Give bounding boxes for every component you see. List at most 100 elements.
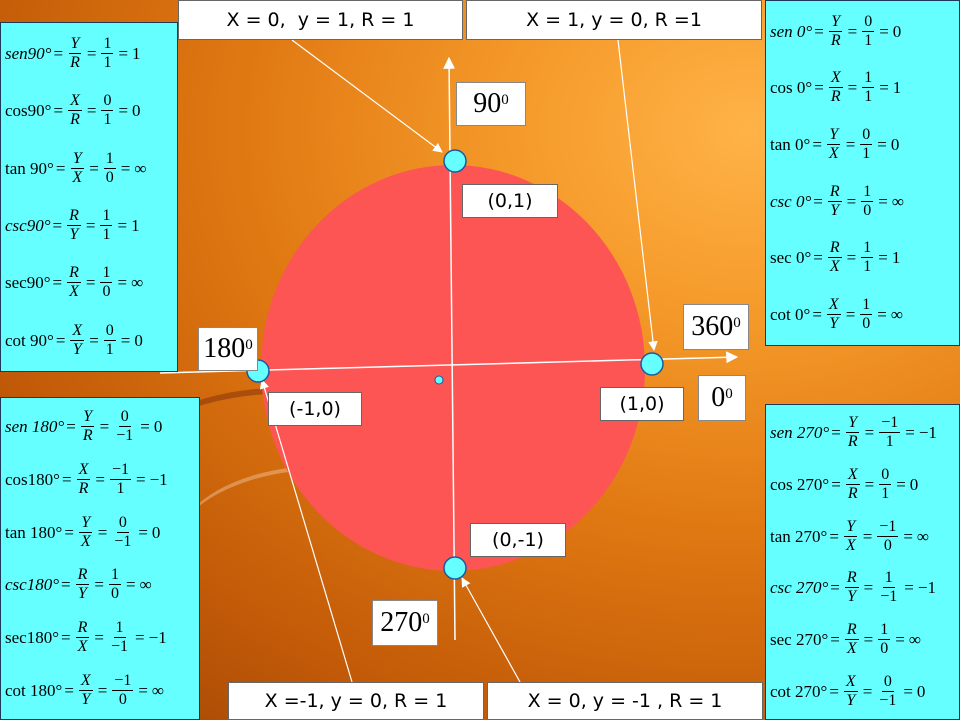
fraction-denominator: X bbox=[77, 638, 88, 656]
equals-sign: = bbox=[66, 416, 76, 436]
equals-sign: = bbox=[812, 305, 822, 325]
formula-result: 0 bbox=[153, 416, 163, 436]
equals-sign: = bbox=[120, 330, 131, 350]
fraction-denominator: Y bbox=[830, 201, 840, 219]
equals-sign: = bbox=[140, 416, 150, 436]
formula-row: cot 0° = X Y = 1 0 = ∞ bbox=[770, 297, 955, 332]
formula-function: sec90° bbox=[5, 273, 51, 293]
fraction-numerator: R bbox=[75, 566, 90, 586]
pointer-line-top-right bbox=[617, 39, 658, 351]
formula-function: csc 270° bbox=[770, 578, 829, 598]
equals-sign: = bbox=[99, 416, 110, 436]
formula-panel-90: sen90° = Y R = 1 1 = 1 cos90° = X R = 0 1 = 0 tan 90° = Y X = 1… bbox=[0, 22, 178, 372]
equals-sign: = bbox=[118, 101, 129, 121]
angle-label-90: 90 0 bbox=[456, 82, 526, 126]
formula-panel-180: sen 180° = Y R = 0 −1 = 0 cos180° = X R = −1 1 = −1 tan 18… bbox=[0, 397, 200, 720]
numeric-fraction: 1 −1 bbox=[878, 570, 899, 605]
equals-sign: = bbox=[85, 216, 96, 236]
label-top-left: X = 0, y = 1, R = 1 bbox=[178, 0, 463, 40]
formula-result: ∞ bbox=[151, 681, 165, 701]
numeric-fraction: −1 0 bbox=[877, 517, 899, 554]
fraction-numerator: R bbox=[67, 264, 81, 284]
fraction-numerator: R bbox=[844, 620, 859, 640]
fraction-denominator: 0 bbox=[880, 639, 889, 657]
fraction-numerator: X bbox=[68, 92, 82, 112]
formula-panel-0: sen 0° = Y R = 0 1 = 0 cos 0° = X R = 1 1 = 1 tan 0° = Y X = 0 1… bbox=[765, 0, 960, 346]
fraction-numerator: Y bbox=[81, 407, 95, 427]
equals-sign: = bbox=[831, 474, 841, 494]
formula-result: 1 bbox=[131, 216, 140, 236]
equals-sign: = bbox=[138, 681, 148, 701]
formula-row: sec90° = R X = 1 0 = ∞ bbox=[5, 265, 173, 300]
fraction-numerator: X bbox=[78, 672, 93, 692]
equals-sign: = bbox=[830, 578, 840, 598]
fraction-numerator: −1 bbox=[877, 517, 899, 537]
fraction-numerator: 1 bbox=[108, 566, 121, 586]
fraction-numerator: 1 bbox=[100, 207, 113, 227]
fraction-denominator: 0 bbox=[118, 691, 127, 709]
formula-function: cot 270° bbox=[770, 681, 828, 701]
label-bottom-left: X =-1, y = 0, R = 1 bbox=[228, 682, 484, 720]
equals-sign: = bbox=[52, 216, 63, 236]
fraction-numerator: 0 bbox=[860, 126, 873, 146]
degree-mark: 0 bbox=[501, 91, 509, 108]
formula-row: cot 270° = X Y = 0 −1 = 0 bbox=[770, 672, 955, 709]
equals-sign: = bbox=[95, 469, 105, 489]
fraction-denominator: 1 bbox=[105, 340, 114, 358]
angle-value: 360 bbox=[691, 311, 734, 342]
fraction-numerator: Y bbox=[846, 414, 860, 434]
equals-sign: = bbox=[118, 44, 129, 64]
fraction-numerator: X bbox=[70, 321, 85, 341]
fraction-numerator: 0 bbox=[881, 672, 894, 692]
equals-sign: = bbox=[812, 135, 822, 155]
fraction-numerator: Y bbox=[844, 517, 858, 537]
equals-sign: = bbox=[120, 158, 131, 178]
formula-row: cos180° = X R = −1 1 = −1 bbox=[5, 461, 195, 497]
formula-result: 0 bbox=[151, 522, 161, 542]
fraction-numerator: Y bbox=[827, 126, 841, 146]
equals-sign: = bbox=[64, 681, 74, 701]
formula-function: cot 0° bbox=[770, 305, 811, 325]
formula-function: csc 0° bbox=[770, 191, 812, 211]
equals-sign: = bbox=[830, 629, 840, 649]
equals-sign: = bbox=[904, 578, 914, 598]
formula-function: cos180° bbox=[5, 469, 60, 489]
fraction-numerator: R bbox=[827, 239, 842, 259]
formula-function: sen 0° bbox=[770, 21, 813, 41]
fraction-numerator: R bbox=[67, 207, 81, 227]
unit-circle bbox=[261, 165, 645, 571]
fraction-denominator: R bbox=[78, 479, 89, 497]
degree-mark: 0 bbox=[733, 314, 741, 331]
formula-function: csc180° bbox=[5, 575, 60, 595]
equals-sign: = bbox=[846, 248, 857, 268]
point-0-marker bbox=[640, 352, 664, 376]
formula-result: ∞ bbox=[139, 575, 152, 595]
fraction-denominator: X bbox=[829, 258, 840, 276]
formula-row: cos 270° = X R = 0 1 = 0 bbox=[770, 466, 955, 502]
formula-function: cot 90° bbox=[5, 330, 54, 350]
equals-sign: = bbox=[847, 78, 858, 98]
fraction-numerator: 0 bbox=[862, 12, 875, 32]
formula-result: ∞ bbox=[916, 526, 930, 546]
angle-label-270: 270 0 bbox=[372, 600, 438, 646]
formula-result: ∞ bbox=[131, 273, 144, 293]
equals-sign: = bbox=[877, 305, 887, 325]
angle-value: 90 bbox=[473, 88, 502, 119]
fraction-denominator: −1 bbox=[880, 588, 898, 606]
formula-row: cos90° = X R = 0 1 = 0 bbox=[5, 93, 173, 128]
pointer-line-bottom-left bbox=[259, 379, 353, 683]
formula-row: cot 90° = X Y = 0 1 = 0 bbox=[5, 321, 173, 358]
formula-row: sec 0° = R X = 1 1 = 1 bbox=[770, 240, 955, 275]
equals-sign: = bbox=[863, 629, 874, 649]
